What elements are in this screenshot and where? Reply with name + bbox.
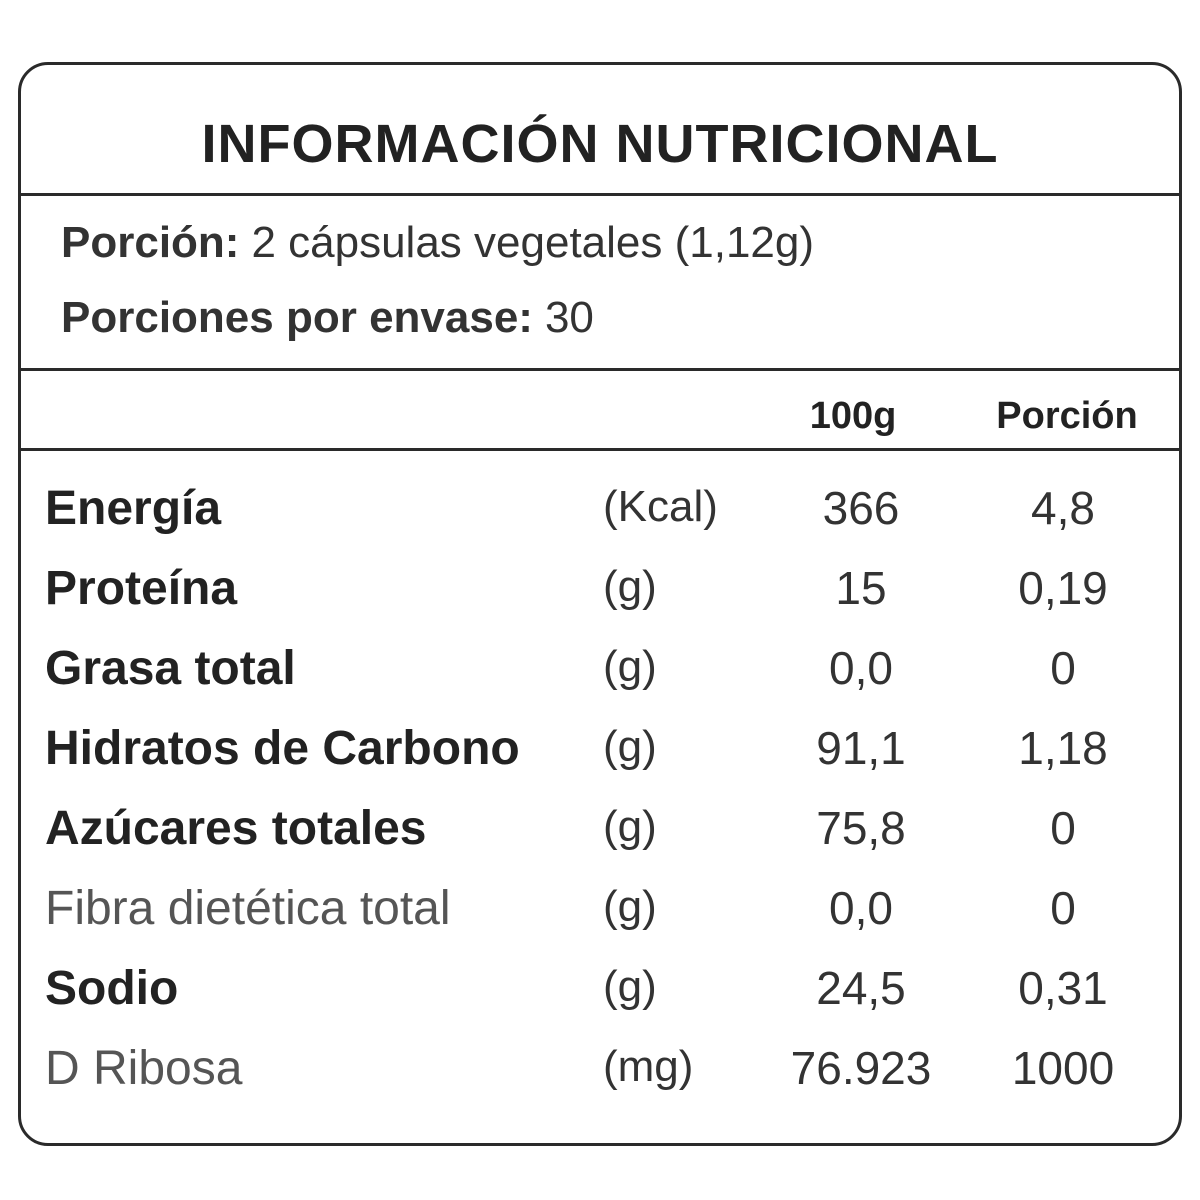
nutrient-name: Fibra dietética total xyxy=(45,882,451,935)
value-per-portion: 0,19 xyxy=(1018,562,1108,614)
servings-per-container: Porciones por envase: 30 xyxy=(61,296,594,340)
value-per-portion: 0,31 xyxy=(1018,962,1108,1014)
value-per-100g: 0,0 xyxy=(829,882,893,934)
value-per-portion: 0 xyxy=(1050,882,1076,934)
nutrient-name: Proteína xyxy=(45,562,238,615)
serving-size-label: Porción: xyxy=(61,218,240,267)
value-per-100g: 91,1 xyxy=(816,722,906,774)
nutrient-name: Grasa total xyxy=(45,642,296,695)
nutrient-name: D Ribosa xyxy=(45,1042,243,1095)
value-per-100g: 24,5 xyxy=(816,962,906,1014)
value-per-100g: 366 xyxy=(822,482,900,534)
nutrition-label: INFORMACIÓN NUTRICIONAL Porción: 2 cápsul… xyxy=(18,62,1182,1146)
value-per-100g: 15 xyxy=(835,562,887,614)
value-per-100g: 76.923 xyxy=(790,1042,932,1094)
divider xyxy=(21,448,1179,451)
nutrient-unit: (Kcal) xyxy=(603,482,718,531)
value-per-portion: 4,8 xyxy=(1031,482,1095,534)
label-title: INFORMACIÓN NUTRICIONAL xyxy=(201,114,999,174)
nutrient-name: Sodio xyxy=(45,962,179,1015)
divider xyxy=(21,368,1179,371)
column-header: Porción xyxy=(996,395,1138,437)
serving-size-value: 2 cápsulas vegetales (1,12g) xyxy=(251,218,815,267)
value-per-portion: 0 xyxy=(1050,642,1076,694)
value-per-100g: 75,8 xyxy=(816,802,906,854)
nutrient-unit: (g) xyxy=(603,642,657,691)
value-per-portion: 1,18 xyxy=(1018,722,1108,774)
servings-label: Porciones por envase: xyxy=(61,293,533,342)
value-per-portion: 1000 xyxy=(1011,1042,1115,1094)
nutrient-name: Hidratos de Carbono xyxy=(45,722,520,775)
divider xyxy=(21,193,1179,196)
nutrient-name: Azúcares totales xyxy=(45,802,427,855)
nutrient-name: Energía xyxy=(45,482,222,535)
nutrient-unit: (g) xyxy=(603,722,657,771)
nutrient-unit: (g) xyxy=(603,802,657,851)
column-header: 100g xyxy=(809,395,897,437)
nutrient-unit: (mg) xyxy=(603,1042,694,1091)
serving-size: Porción: 2 cápsulas vegetales (1,12g) xyxy=(61,221,814,265)
nutrient-unit: (g) xyxy=(603,562,657,611)
value-per-portion: 0 xyxy=(1050,802,1076,854)
servings-value: 30 xyxy=(544,293,594,342)
nutrient-unit: (g) xyxy=(603,962,657,1011)
value-per-100g: 0,0 xyxy=(829,642,893,694)
nutrient-unit: (g) xyxy=(603,882,657,931)
